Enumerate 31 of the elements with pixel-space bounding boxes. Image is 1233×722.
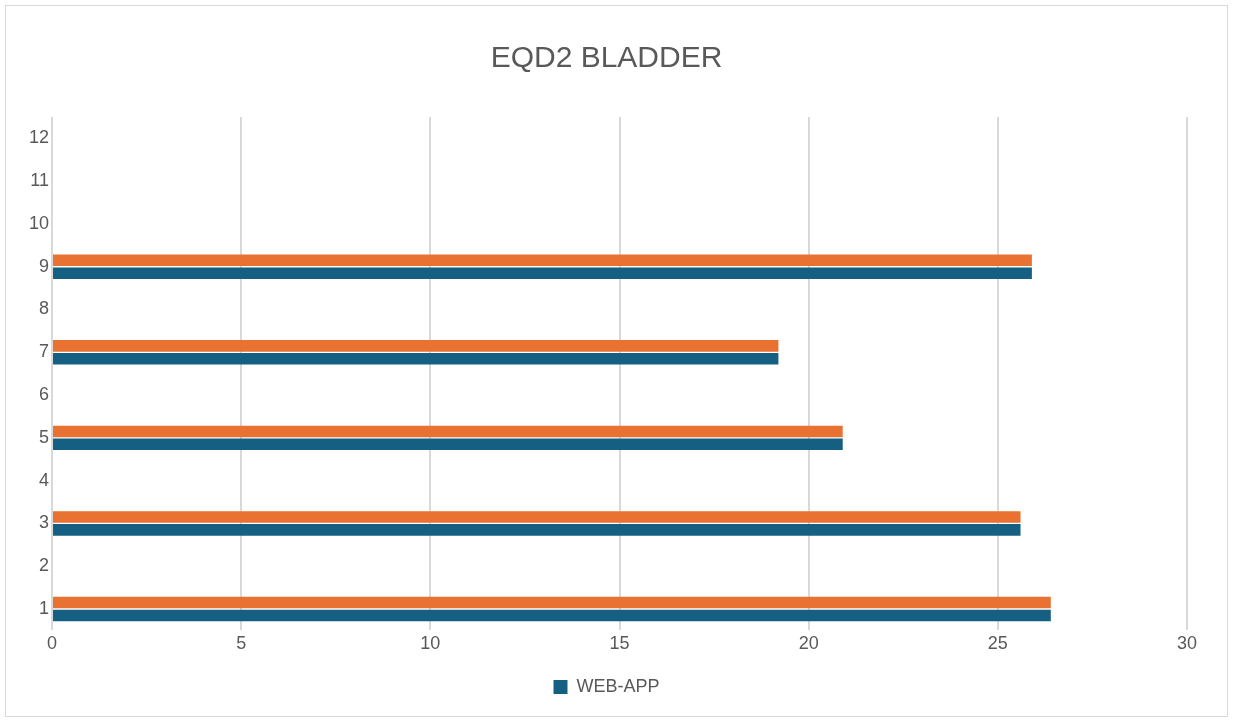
y-tick-label: 6 xyxy=(39,384,50,405)
x-tick-label: 25 xyxy=(987,633,1008,654)
chart-title: EQD2 BLADDER xyxy=(490,40,723,74)
x-tick-label: 0 xyxy=(47,633,58,654)
y-tick-label: 9 xyxy=(39,255,50,276)
y-tick-label: 1 xyxy=(39,597,50,618)
x-tick-label: 20 xyxy=(798,633,819,654)
bar xyxy=(53,340,779,352)
x-tick-label: 10 xyxy=(420,633,441,654)
y-tick-label: 7 xyxy=(39,341,50,362)
bar xyxy=(53,596,1051,609)
y-tick-label: 4 xyxy=(39,469,50,490)
bar xyxy=(53,254,1032,267)
x-tick-label: 30 xyxy=(1176,633,1198,654)
bar xyxy=(53,609,1051,622)
bar xyxy=(53,352,779,365)
legend-label: WEB-APP xyxy=(576,675,660,696)
y-tick-label: 10 xyxy=(28,212,50,233)
x-tick-label: 15 xyxy=(609,633,630,654)
y-tick-label: 11 xyxy=(30,170,50,191)
bar xyxy=(53,425,843,438)
y-tick-label: 3 xyxy=(39,512,50,533)
y-tick-label: 5 xyxy=(39,426,50,447)
x-tick-label: 5 xyxy=(236,633,247,654)
y-tick-label: 12 xyxy=(28,127,50,148)
y-tick-label: 8 xyxy=(39,298,50,319)
bar xyxy=(53,524,1021,536)
bar xyxy=(53,267,1032,279)
y-tick-label: 2 xyxy=(39,555,50,576)
bar xyxy=(53,511,1021,523)
bar xyxy=(53,438,843,451)
